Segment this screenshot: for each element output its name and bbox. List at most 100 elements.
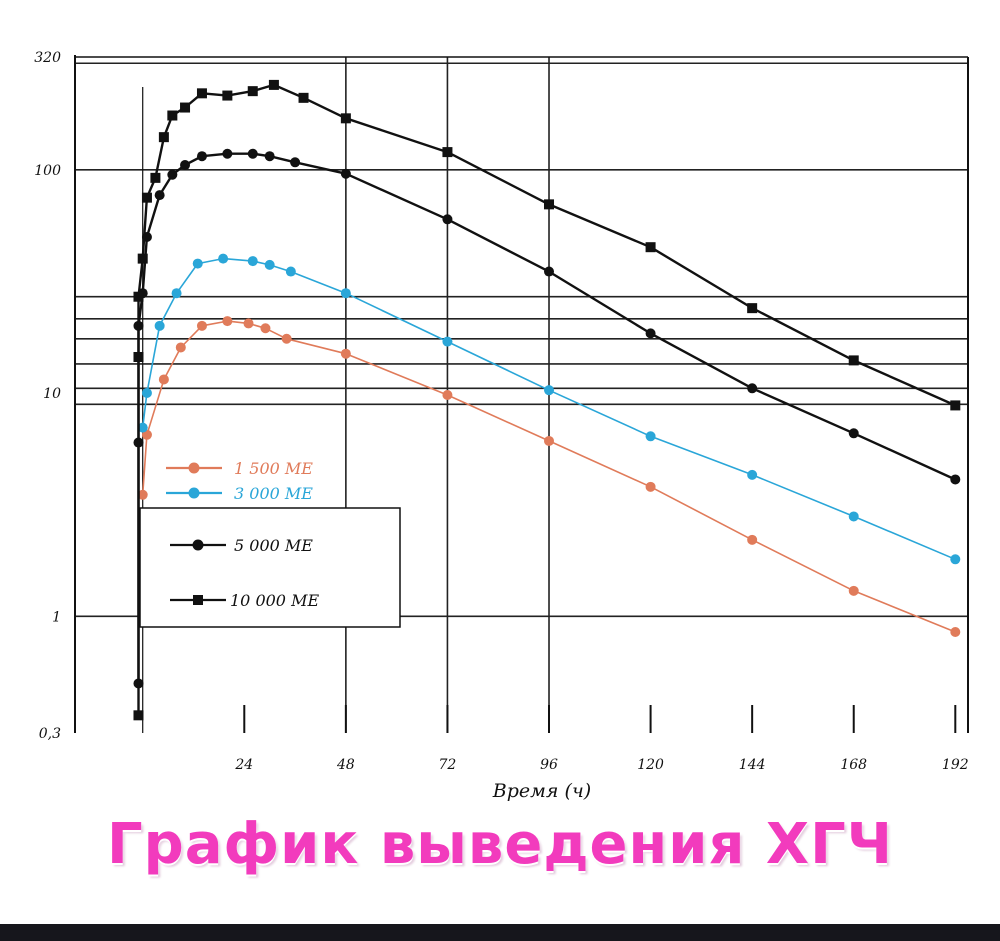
data-point xyxy=(340,348,351,359)
legend-label: 5 000 МЕ xyxy=(234,536,313,555)
data-point xyxy=(171,288,182,299)
data-point xyxy=(264,151,275,162)
legend: 1 500 МЕ 3 000 МЕ 5 000 МЕ 10 000 МЕ xyxy=(139,459,401,628)
x-tick-label: 72 xyxy=(439,757,457,773)
data-point-square xyxy=(133,351,144,362)
data-point xyxy=(196,151,207,162)
data-point xyxy=(243,318,254,329)
data-point xyxy=(950,474,961,485)
y-tick-label: 320 xyxy=(34,50,61,66)
data-point-square xyxy=(133,291,144,302)
x-tick-label: 168 xyxy=(840,757,867,773)
series-line xyxy=(137,152,956,684)
series-line xyxy=(141,320,956,633)
legend-items: 1 500 МЕ 3 000 МЕ 5 000 МЕ 10 000 МЕ xyxy=(166,459,319,610)
data-point xyxy=(950,554,961,565)
y-tick-label: 10 xyxy=(43,386,61,402)
legend-marker xyxy=(188,462,200,474)
data-point xyxy=(544,435,555,446)
legend-label: 1 500 МЕ xyxy=(234,459,313,478)
data-point xyxy=(222,148,233,159)
data-point xyxy=(848,428,859,439)
data-point xyxy=(645,328,656,339)
data-point-square xyxy=(167,110,178,121)
x-tick-label: 120 xyxy=(637,757,664,773)
data-point xyxy=(281,333,292,344)
data-point-square xyxy=(158,132,169,143)
data-point-square xyxy=(150,172,161,183)
data-point xyxy=(848,511,859,522)
data-point xyxy=(950,627,961,638)
data-point xyxy=(175,342,186,353)
data-point xyxy=(247,256,258,267)
data-point xyxy=(192,258,203,269)
x-tick-label: 96 xyxy=(540,757,558,773)
data-point xyxy=(747,469,758,480)
y-tick-label: 1 xyxy=(52,609,61,625)
data-point-square xyxy=(222,90,233,101)
data-point-square xyxy=(180,102,191,113)
data-point xyxy=(264,259,275,270)
axis-ticks: 24 48 72 96 120 144 168 192 0,3 1 10 100 320 xyxy=(34,50,968,773)
data-point-square xyxy=(247,86,258,97)
data-point xyxy=(141,388,152,399)
data-point xyxy=(645,481,656,492)
data-point xyxy=(442,389,453,400)
data-point xyxy=(544,385,555,396)
data-point-square xyxy=(137,253,148,264)
data-point xyxy=(645,431,656,442)
data-point-square xyxy=(950,400,961,411)
data-point-square xyxy=(196,88,207,99)
data-point xyxy=(442,214,453,225)
data-point xyxy=(154,190,165,201)
data-point-square xyxy=(645,242,656,253)
x-tick-label: 24 xyxy=(234,757,253,773)
data-series xyxy=(133,79,961,721)
data-point xyxy=(222,316,233,327)
data-point-square xyxy=(133,710,144,721)
data-point xyxy=(180,160,191,171)
data-point xyxy=(196,320,207,331)
y-tick-label: 100 xyxy=(34,163,61,179)
data-point xyxy=(260,323,271,334)
data-point xyxy=(285,266,296,277)
data-point xyxy=(137,489,148,500)
grid-lines xyxy=(75,57,968,733)
data-point xyxy=(747,534,758,545)
data-point xyxy=(167,169,178,180)
data-point xyxy=(442,336,453,347)
data-point xyxy=(747,383,758,394)
x-tick-label: 48 xyxy=(336,757,355,773)
data-point-square xyxy=(544,199,555,210)
data-point xyxy=(848,585,859,596)
data-point xyxy=(158,374,169,385)
legend-label: 10 000 МЕ xyxy=(230,591,319,610)
legend-box xyxy=(139,507,401,628)
legend-marker-square xyxy=(193,595,203,605)
y-tick-label: 0,3 xyxy=(39,726,61,742)
data-point xyxy=(340,168,351,179)
chart-title: График выведения ХГЧ xyxy=(106,812,894,877)
series-line xyxy=(141,257,956,561)
x-tick-label: 144 xyxy=(739,757,766,773)
data-point-square xyxy=(848,355,859,366)
plot-frame xyxy=(74,55,969,733)
data-point xyxy=(340,288,351,299)
data-point xyxy=(247,148,258,159)
data-point-square xyxy=(747,303,758,314)
data-point xyxy=(218,253,229,264)
data-point-square xyxy=(442,147,453,158)
data-point xyxy=(544,266,555,277)
legend-marker xyxy=(188,487,200,499)
data-point-square xyxy=(340,113,351,124)
legend-marker xyxy=(192,539,204,551)
legend-label: 3 000 МЕ xyxy=(234,484,313,503)
data-point-square xyxy=(141,192,152,203)
data-point xyxy=(137,422,148,433)
data-point-square xyxy=(298,92,309,103)
data-point-square xyxy=(268,79,279,90)
data-point xyxy=(290,157,301,168)
x-axis-title: Время (ч) xyxy=(492,780,591,802)
bottom-bar xyxy=(0,924,1000,941)
